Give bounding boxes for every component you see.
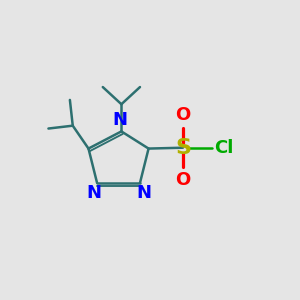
Text: N: N <box>136 184 151 202</box>
Text: N: N <box>112 111 128 129</box>
Text: O: O <box>175 106 190 124</box>
Text: N: N <box>86 184 101 202</box>
Text: Cl: Cl <box>214 139 234 157</box>
Text: S: S <box>175 138 191 158</box>
Text: O: O <box>175 172 190 190</box>
